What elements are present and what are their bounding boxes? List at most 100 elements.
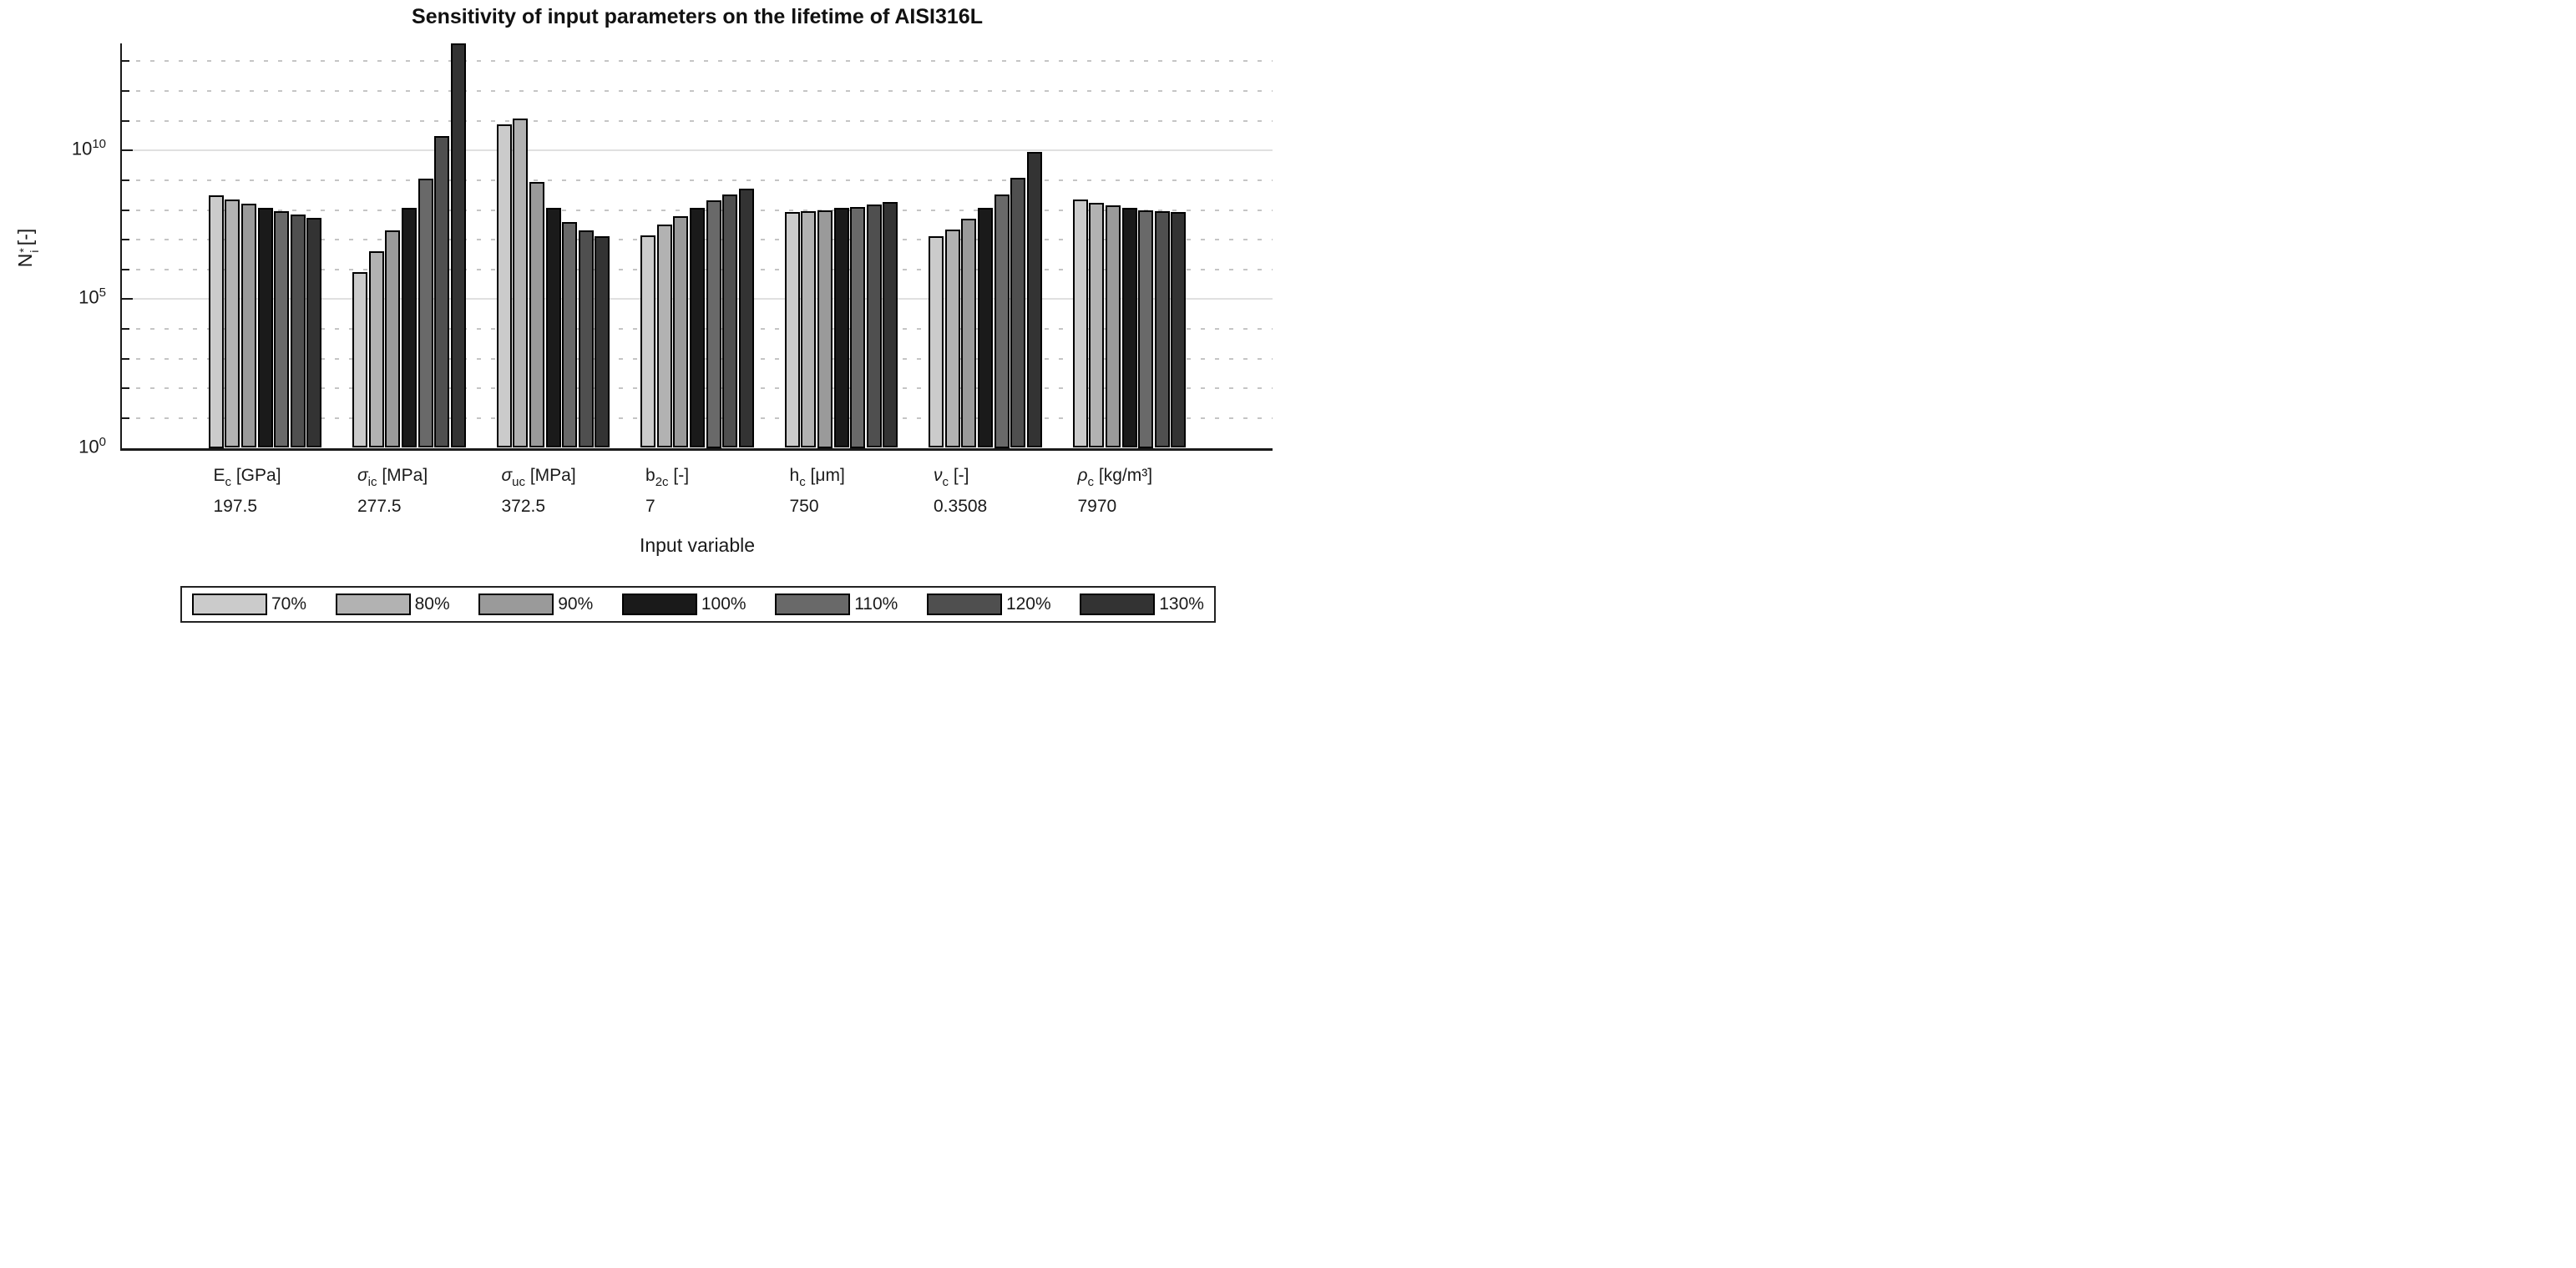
bar-hc-100% [833,208,849,448]
x-tick-label-b2c: b2c [-] 7 [645,467,804,515]
legend-label: 110% [854,594,898,614]
legend-item-100%: 100% [621,594,746,615]
bar-hc-70% [784,212,800,448]
bar-σic-130% [450,43,466,448]
x-tick-label-σic: σic [MPa] 277.5 [357,467,516,515]
parameter-subscript: uc [512,475,526,489]
legend-item-110%: 110% [775,594,898,615]
bar-b2c-80% [656,225,672,448]
y-tick-minor-10e8 [122,209,129,211]
parameter-unit: [GPa] [231,466,281,485]
bar-σuc-120% [578,230,594,448]
bar-νc-130% [1026,152,1042,448]
x-tick-label-hc: hc [μm] 750 [790,467,949,515]
legend-label: 120% [1005,594,1051,614]
legend-swatch-130% [1080,594,1156,615]
y-axis-label-supsub: * i [17,248,41,253]
legend-swatch-80% [335,594,411,615]
gridline-minor-10e9 [122,179,1273,181]
y-tick-label-10e5: 105 [33,285,106,308]
bar-ρc-70% [1072,199,1088,448]
parameter-subscript: c [1087,475,1095,489]
y-axis-label-unit: [-] [14,228,36,246]
chart-title: Sensitivity of input parameters on the l… [412,5,983,28]
chart-figure: Sensitivity of input parameters on the l… [0,0,1288,634]
bar-ρc-80% [1089,203,1105,448]
bar-Ec-80% [225,200,240,448]
parameter-baseline-value: 277.5 [357,497,402,516]
bar-νc-70% [929,236,944,448]
legend-swatch-110% [775,594,851,615]
bar-ρc-110% [1138,210,1154,448]
bar-νc-80% [944,229,960,448]
bar-Ec-90% [240,204,256,448]
bar-b2c-130% [738,188,754,448]
bar-b2c-110% [706,200,721,448]
y-tick-label-10e0: 100 [33,435,106,457]
y-tick-label-exp: 10 [92,137,106,152]
gridline-major-10e10 [122,149,1273,152]
y-axis-line [120,43,122,450]
parameter-baseline-value: 0.3508 [934,497,988,516]
y-tick-minor-10e13 [122,60,129,63]
bar-Ec-100% [257,207,273,448]
parameter-unit: [-] [668,466,690,485]
bar-σic-120% [434,136,450,448]
x-axis-line [120,447,1273,451]
bar-σuc-100% [545,207,561,448]
bar-hc-80% [801,211,817,448]
bar-νc-110% [994,194,1010,448]
bar-ρc-100% [1121,207,1137,448]
legend-label: 80% [414,594,450,614]
parameter-unit: [-] [949,466,969,485]
bar-b2c-100% [690,208,705,448]
bar-hc-120% [866,204,882,448]
bar-νc-100% [978,208,993,448]
y-tick-minor-10e6 [122,268,129,270]
parameter-unit: [MPa] [377,466,428,485]
bar-σuc-130% [595,236,610,448]
bar-hc-110% [850,207,866,448]
y-tick-major-10e10 [122,149,133,152]
y-tick-minor-10e9 [122,179,129,181]
parameter-baseline-value: 7 [645,497,655,516]
legend-label: 130% [1159,594,1204,614]
y-tick-minor-10e3 [122,357,129,360]
y-tick-minor-10e1 [122,417,129,419]
bar-σuc-80% [513,118,529,448]
y-tick-minor-10e4 [122,328,129,330]
parameter-symbol: b [645,466,655,485]
bar-ρc-120% [1154,210,1170,448]
parameter-symbol: ν [934,466,943,485]
gridline-minor-10e12 [122,90,1273,92]
bar-ρc-130% [1171,211,1187,448]
bar-ρc-90% [1105,205,1121,448]
legend-label: 100% [701,594,746,614]
legend-item-90%: 90% [478,594,593,615]
parameter-baseline-value: 7970 [1077,497,1117,516]
parameter-unit: [kg/m³] [1094,466,1153,485]
bar-σic-110% [418,178,433,448]
bar-Ec-130% [306,217,322,448]
parameter-baseline-value: 372.5 [501,497,546,516]
bar-σuc-110% [562,222,578,448]
bar-Ec-120% [290,214,306,448]
bar-σic-70% [352,272,368,448]
y-tick-label-base: 10 [78,435,99,457]
bar-σic-80% [368,251,384,448]
y-tick-minor-10e7 [122,239,129,241]
x-tick-label-νc: ν c [-] 0.3508 [934,467,1092,515]
bar-σic-100% [402,208,417,448]
y-tick-label-10e10: 1010 [33,137,106,159]
bar-b2c-70% [640,235,656,448]
y-tick-minor-10e12 [122,90,129,92]
y-tick-minor-10e11 [122,119,129,122]
x-tick-label-σuc: σuc [MPa] 372.5 [502,467,660,515]
legend-swatch-90% [478,594,554,615]
y-tick-label-base: 10 [78,286,99,308]
y-axis-label-sub: i [28,250,41,253]
legend-swatch-120% [926,594,1002,615]
parameter-subscript: c [799,475,806,489]
parameter-symbol: ρ [1077,466,1088,485]
gridline-minor-10e13 [122,60,1273,63]
